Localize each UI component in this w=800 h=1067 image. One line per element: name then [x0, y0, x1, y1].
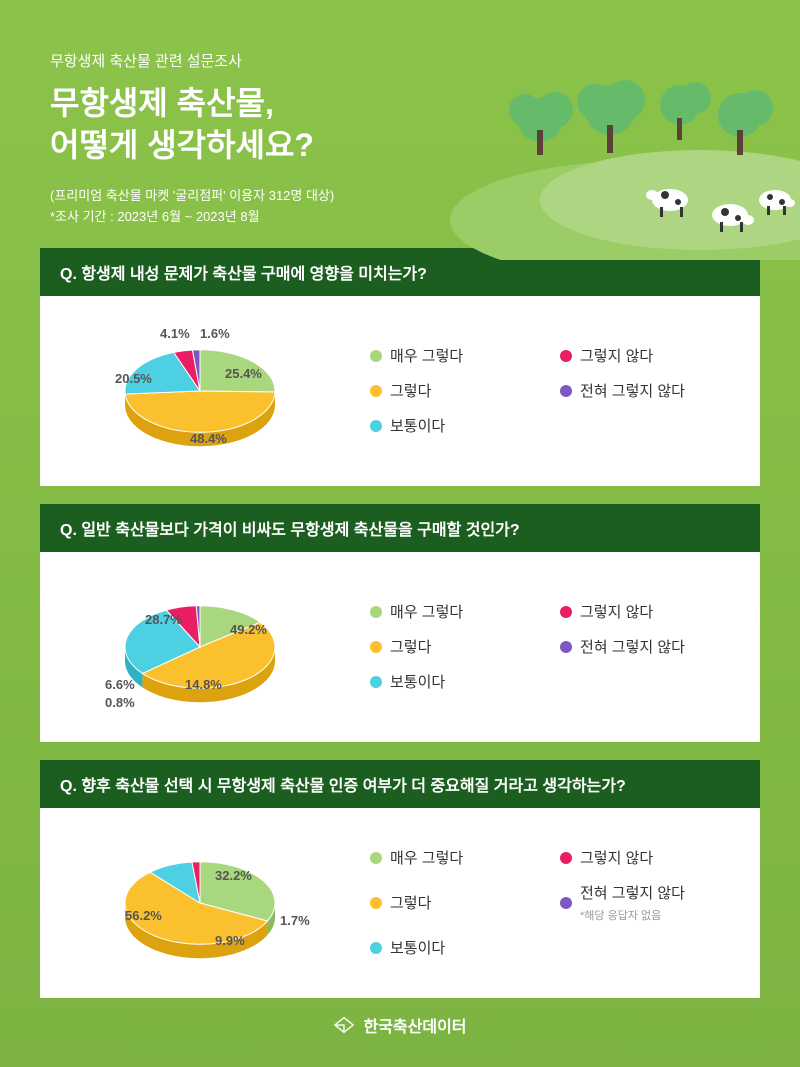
legend: 매우 그렇다 그렇지 않다그렇다 전혀 그렇지 않다 *해당 응답자 없음보통이다 [370, 847, 730, 958]
legend-item: 그렇지 않다 [560, 345, 730, 366]
legend-dot [370, 852, 382, 864]
legend-item: 매우 그렇다 [370, 601, 540, 622]
logo-icon [333, 1014, 355, 1036]
pie-slice-label: 0.8% [105, 695, 135, 710]
legend-label: 보통이다 [390, 415, 445, 436]
legend-label: 매우 그렇다 [390, 601, 463, 622]
survey-title: 무항생제 축산물, 어떻게 생각하세요? [50, 83, 750, 166]
legend-dot [370, 606, 382, 618]
pie-slice-label: 6.6% [105, 677, 135, 692]
pie-slice-label: 4.1% [160, 326, 190, 341]
legend-label: 그렇지 않다 [580, 847, 653, 868]
pie-slice-label: 32.2% [215, 868, 252, 883]
legend-item: 전혀 그렇지 않다 [560, 380, 730, 401]
legend-item: 매우 그렇다 [370, 345, 540, 366]
legend-item: 보통이다 [370, 415, 540, 436]
legend-item: 그렇지 않다 [560, 847, 730, 868]
question-block: Q. 항생제 내성 문제가 축산물 구매에 영향을 미치는가?25.4%48.4… [40, 248, 760, 486]
legend-label: 그렇지 않다 [580, 345, 653, 366]
pie-slice-label: 9.9% [215, 933, 245, 948]
legend-item: 보통이다 [370, 671, 540, 692]
pie-slice-label: 48.4% [190, 431, 227, 446]
questions-container: Q. 항생제 내성 문제가 축산물 구매에 영향을 미치는가?25.4%48.4… [0, 248, 800, 998]
legend-item: 그렇지 않다 [560, 601, 730, 622]
legend-label: 전혀 그렇지 않다 [580, 882, 685, 903]
legend-dot [560, 641, 572, 653]
legend-item: 그렇다 [370, 636, 540, 657]
legend-item: 매우 그렇다 [370, 847, 540, 868]
legend-dot [370, 420, 382, 432]
pie-slice-label: 25.4% [225, 366, 262, 381]
org-name: 한국축산데이터 [363, 1013, 466, 1037]
legend-label: 그렇지 않다 [580, 601, 653, 622]
legend-label: 보통이다 [390, 937, 445, 958]
legend-dot [560, 897, 572, 909]
footer: 한국축산데이터 [0, 1013, 800, 1037]
pie-slice-label: 28.7% [145, 612, 182, 627]
legend-label: 그렇다 [390, 380, 431, 401]
question-body: 32.2% 56.2% 9.9% 1.7% 매우 그렇다 그렇지 않다그렇다 전혀 그렇지 … [40, 808, 760, 998]
question-body: 25.4% 48.4% 20.5% 4.1% 1.6% 매우 그렇다 그렇지 않다그렇다 전혀… [40, 296, 760, 486]
question-bar: Q. 향후 축산물 선택 시 무항생제 축산물 인증 여부가 더 중요해질 거라… [40, 760, 760, 808]
legend-item: 전혀 그렇지 않다 [560, 636, 730, 657]
legend-label: 그렇다 [390, 892, 431, 913]
legend-note: *해당 응답자 없음 [580, 907, 685, 923]
legend: 매우 그렇다 그렇지 않다그렇다 전혀 그렇지 않다보통이다 [370, 345, 730, 436]
legend-label: 매우 그렇다 [390, 345, 463, 366]
legend-dot [370, 676, 382, 688]
legend-dot [370, 385, 382, 397]
legend-label: 보통이다 [390, 671, 445, 692]
legend-item: 그렇다 [370, 882, 540, 923]
pie-slice-label: 14.8% [185, 677, 222, 692]
pie-slice-label: 1.7% [280, 913, 310, 928]
question-block: Q. 일반 축산물보다 가격이 비싸도 무항생제 축산물을 구매할 것인가?49… [40, 504, 760, 742]
pie-chart: 25.4% 48.4% 20.5% 4.1% 1.6% [70, 321, 330, 461]
pie-chart: 49.2% 14.8% 28.7% 6.6% 0.8% [70, 577, 330, 717]
legend-dot [370, 897, 382, 909]
legend-label: 그렇다 [390, 636, 431, 657]
pie-chart: 32.2% 56.2% 9.9% 1.7% [70, 833, 330, 973]
legend-label: 전혀 그렇지 않다 [580, 380, 685, 401]
legend-item: 보통이다 [370, 937, 540, 958]
pie-slice-label: 49.2% [230, 622, 267, 637]
legend-dot [560, 852, 572, 864]
legend-item: 전혀 그렇지 않다 *해당 응답자 없음 [560, 882, 730, 923]
survey-subtitle: 무항생제 축산물 관련 설문조사 [50, 50, 750, 71]
legend-dot [370, 942, 382, 954]
legend: 매우 그렇다 그렇지 않다그렇다 전혀 그렇지 않다보통이다 [370, 601, 730, 692]
legend-dot [560, 385, 572, 397]
pie-slice-label: 20.5% [115, 371, 152, 386]
survey-meta: (프리미엄 축산물 마켓 '굴리점퍼' 이용자 312명 대상) *조사 기간 … [50, 186, 750, 228]
pie-slice-label: 56.2% [125, 908, 162, 923]
legend-label: 매우 그렇다 [390, 847, 463, 868]
legend-item: 그렇다 [370, 380, 540, 401]
legend-dot [370, 641, 382, 653]
legend-dot [560, 350, 572, 362]
legend-dot [370, 350, 382, 362]
legend-dot [560, 606, 572, 618]
question-body: 49.2% 14.8% 28.7% 6.6% 0.8% 매우 그렇다 그렇지 않다그렇다 전혀… [40, 552, 760, 742]
header: 무항생제 축산물 관련 설문조사 무항생제 축산물, 어떻게 생각하세요? (프… [0, 0, 800, 248]
pie-slice-label: 1.6% [200, 326, 230, 341]
question-block: Q. 향후 축산물 선택 시 무항생제 축산물 인증 여부가 더 중요해질 거라… [40, 760, 760, 998]
legend-label: 전혀 그렇지 않다 [580, 636, 685, 657]
question-bar: Q. 일반 축산물보다 가격이 비싸도 무항생제 축산물을 구매할 것인가? [40, 504, 760, 552]
